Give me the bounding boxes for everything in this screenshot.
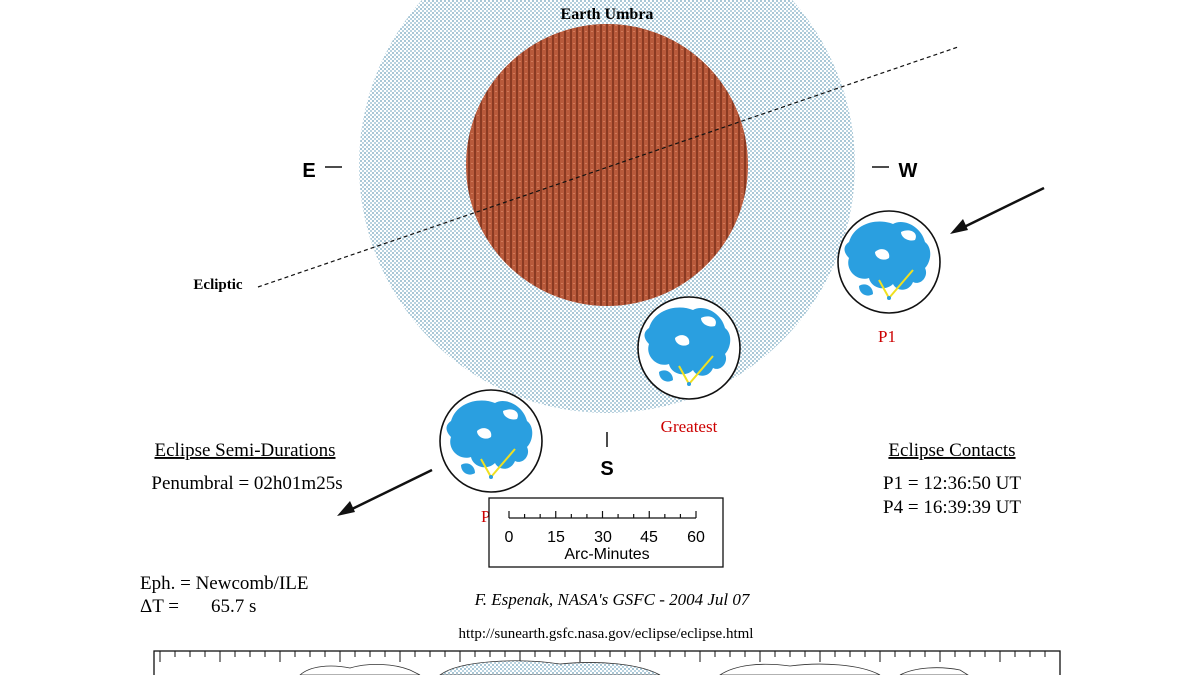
earth-umbra [466, 24, 748, 306]
exit-arrow [337, 468, 433, 516]
contact-p1: P1 = 12:36:50 UT [883, 473, 1021, 494]
p1-label: P1 [878, 327, 896, 346]
scale-label: Arc-Minutes [564, 546, 649, 563]
moon-greatest [637, 296, 741, 400]
credit-author: F. Espenak, NASA's GSFC - 2004 Jul 07 [474, 590, 751, 609]
south-label: S [600, 458, 613, 480]
moon-p4 [439, 389, 543, 493]
entry-arrow [950, 186, 1045, 234]
scale-tick-30: 30 [594, 529, 612, 546]
east-label: E [302, 160, 315, 182]
ecliptic-line [257, 46, 959, 288]
arc-minute-scale: 0 15 30 45 60 Arc-Minutes [488, 497, 724, 568]
moon-p1 [837, 210, 941, 314]
contacts-title: Eclipse Contacts [888, 440, 1015, 461]
west-label: W [899, 160, 918, 182]
credit-url[interactable]: http://sunearth.gsfc.nasa.gov/eclipse/ec… [459, 626, 754, 642]
delta-t-value: 65.7 s [211, 596, 256, 617]
world-map-strip [153, 650, 1061, 675]
umbra-label: Earth Umbra [561, 6, 654, 23]
semi-durations-title: Eclipse Semi-Durations [155, 440, 336, 461]
ephemeris: Eph. = Newcomb/ILE [140, 573, 308, 594]
ecliptic-label: Ecliptic [193, 277, 243, 293]
map-frame-ticks [159, 651, 1046, 662]
scale-tick-60: 60 [687, 529, 705, 546]
greatest-label: Greatest [661, 417, 718, 436]
scale-tick-15: 15 [547, 529, 565, 546]
contact-p4: P4 = 16:39:39 UT [883, 497, 1021, 518]
scale-tick-45: 45 [640, 529, 658, 546]
scale-tick-0: 0 [505, 529, 514, 546]
delta-t-label: ΔT = [140, 596, 179, 617]
scale-ticks [508, 511, 697, 518]
penumbral-duration: Penumbral = 02h01m25s [151, 473, 342, 494]
